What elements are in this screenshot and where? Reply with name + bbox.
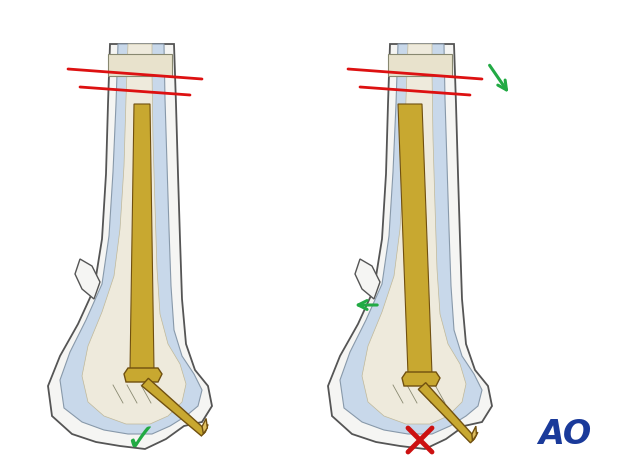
Polygon shape — [328, 44, 492, 449]
Polygon shape — [48, 44, 212, 449]
Polygon shape — [75, 259, 100, 299]
Text: ✓: ✓ — [123, 421, 156, 459]
Polygon shape — [388, 54, 452, 76]
Polygon shape — [202, 419, 208, 434]
Polygon shape — [398, 104, 432, 374]
Polygon shape — [472, 426, 476, 441]
Polygon shape — [108, 54, 172, 76]
Polygon shape — [362, 44, 466, 424]
Text: AO: AO — [538, 419, 591, 452]
Polygon shape — [60, 44, 202, 434]
Polygon shape — [141, 378, 208, 436]
Polygon shape — [418, 383, 478, 443]
Polygon shape — [355, 259, 380, 299]
Polygon shape — [340, 44, 482, 434]
Polygon shape — [402, 372, 440, 386]
Polygon shape — [130, 104, 154, 370]
Polygon shape — [82, 44, 186, 424]
Polygon shape — [124, 368, 162, 382]
